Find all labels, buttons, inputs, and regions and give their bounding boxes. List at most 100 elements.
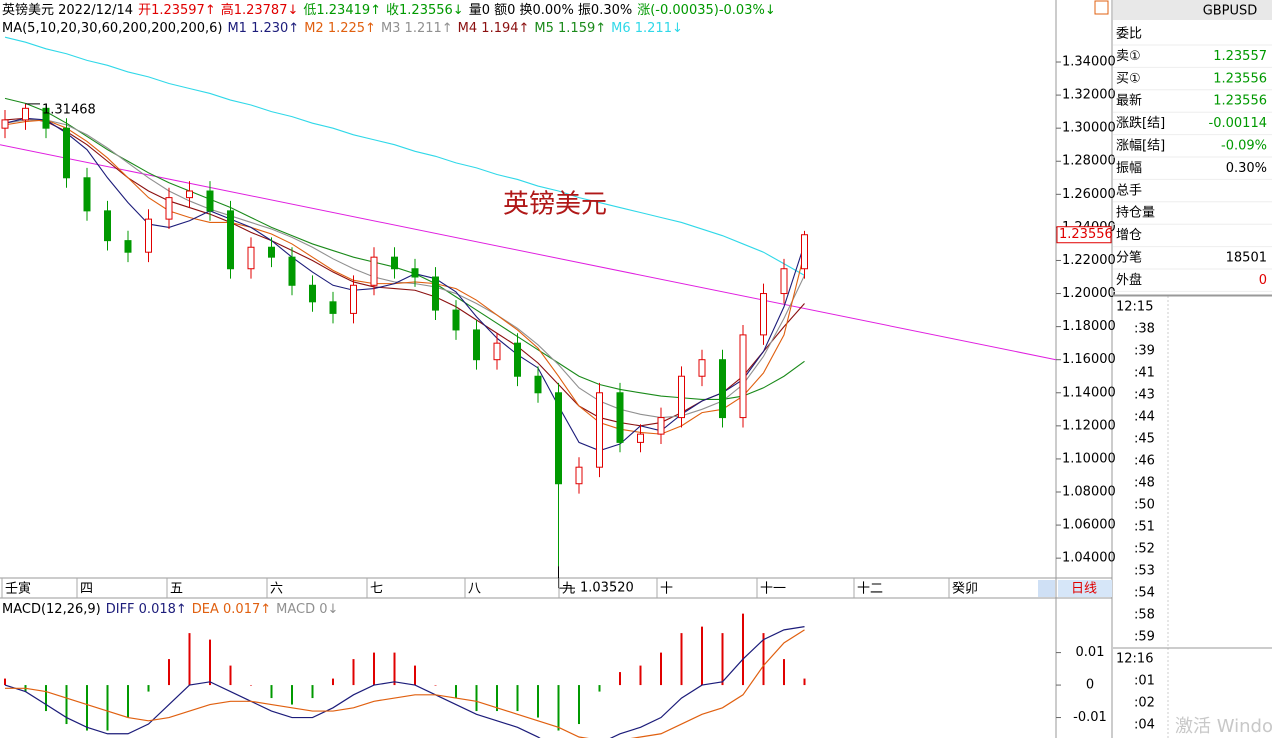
candle-body (1, 119, 9, 129)
candle-body (637, 433, 644, 443)
candle-body (534, 375, 542, 394)
time-label: 十二 (857, 582, 883, 597)
candle-body (801, 234, 808, 270)
quote-value: 0 (1259, 273, 1267, 288)
candle-body (493, 342, 501, 361)
macd-bar (332, 678, 334, 686)
quote-label: 委比 (1116, 27, 1142, 42)
y-tick-label: 1.10000 (1062, 451, 1116, 466)
y-tick-label: 1.32000 (1062, 88, 1116, 103)
last-price-box (1056, 226, 1112, 244)
y-tick-label: 1.12000 (1062, 418, 1116, 433)
macd-bar (455, 685, 457, 699)
quote-value: 1.23557 (1213, 49, 1267, 64)
quote-label: 买① (1116, 71, 1141, 86)
candle-body (227, 210, 234, 270)
quote-value: 1.23556 (1213, 71, 1267, 86)
candle-body (186, 190, 193, 199)
macd-bar (106, 685, 109, 731)
legend-item: 英镑美元 2022/12/14 (2, 2, 133, 18)
ma-line (4, 117, 806, 452)
legend-item: 高1.23787↓ (221, 2, 299, 18)
candle-body (329, 301, 337, 314)
tick-time: :50 (1134, 498, 1155, 513)
quote-value: -0.00114 (1209, 116, 1267, 131)
candle-body (555, 392, 562, 485)
ma-line (4, 36, 805, 276)
y-tick-label: 1.30000 (1062, 121, 1116, 136)
legend-item: 量0 额0 换0.00% 振0.30% (469, 3, 633, 18)
quote-label: 涨跌[结] (1116, 115, 1165, 131)
macd-bar (393, 652, 396, 686)
macd-bar (434, 685, 437, 686)
candle-body (350, 284, 357, 314)
legend-item: M5 1.159↑ (534, 21, 606, 36)
macd-line (4, 626, 805, 742)
macd-bar (352, 659, 355, 686)
tick-time: :39 (1134, 344, 1155, 359)
candle-body (83, 177, 91, 212)
macd-bar (598, 685, 601, 692)
macd-bar (557, 685, 560, 731)
y-tick-label: 1.22000 (1062, 253, 1116, 268)
candle-body (698, 359, 706, 377)
y-tick-label: 1.16000 (1062, 352, 1116, 367)
candle-body (104, 210, 111, 242)
legend-line: MA(5,10,20,30,60,200,200,200,6) M1 1.230↑… (2, 21, 683, 36)
y-tick-label: 1.18000 (1062, 319, 1116, 334)
candle-body (268, 246, 275, 258)
tick-time: :59 (1134, 630, 1155, 645)
legend-item: M6 1.211↓ (611, 21, 683, 36)
macd-bar (783, 659, 785, 686)
legend-item: MA(5,10,20,30,60,200,200,200,6) (2, 21, 222, 36)
candle-body (432, 276, 439, 311)
macd-bar (45, 685, 47, 712)
toggle-icon[interactable] (1094, 0, 1109, 15)
candle-body (719, 359, 726, 419)
candle-body (63, 127, 70, 179)
candle-body (473, 329, 480, 361)
macd-bar (4, 678, 6, 686)
min-label: 1.03520 (580, 581, 634, 596)
quote-label: 持仓量 (1116, 206, 1155, 221)
period-label[interactable]: 日线 (1071, 582, 1097, 597)
time-label: 六 (270, 582, 283, 597)
legend-item: DIFF 0.018↑ (106, 602, 187, 617)
tick-time: 12:16 (1116, 652, 1153, 667)
candle-body (575, 466, 583, 485)
candle-body (411, 268, 419, 278)
time-label: 九 (562, 582, 575, 597)
tick-time: 12:15 (1116, 300, 1153, 315)
candle-body (616, 392, 624, 443)
time-label: 八 (468, 582, 481, 597)
candle-body (596, 392, 603, 468)
tick-time: :58 (1134, 608, 1155, 623)
period-button[interactable] (1058, 580, 1112, 597)
candle-body (288, 256, 296, 286)
tick-time: :48 (1134, 476, 1155, 491)
candle-body (452, 309, 460, 331)
time-label: 七 (370, 582, 383, 597)
candle-body (760, 293, 767, 336)
macd-bar (496, 685, 498, 712)
os-watermark: 激活 Windo (1175, 716, 1272, 737)
macd-bar (414, 665, 416, 686)
y-tick-label: 0 (1086, 678, 1094, 693)
quote-label: 振幅 (1116, 161, 1142, 176)
quote-label: 增仓 (1116, 228, 1142, 243)
tick-time: :38 (1134, 322, 1155, 337)
tick-time: :01 (1134, 674, 1155, 689)
y-tick-label: 0.01 (1076, 645, 1105, 660)
candle-body (780, 268, 788, 295)
macd-bar (270, 685, 273, 699)
tick-time: :46 (1134, 454, 1155, 469)
y-tick-label: 1.34000 (1062, 55, 1116, 70)
quote-label: 卖① (1116, 49, 1141, 64)
time-label: 癸卯 (952, 582, 978, 597)
legend-item: 开1.23597↑ (138, 3, 216, 18)
macd-bar (229, 665, 232, 686)
scroll-handle[interactable] (1038, 580, 1055, 597)
max-label: 1.31468 (42, 102, 96, 117)
macd-bar (86, 685, 88, 731)
candle-body (247, 246, 255, 270)
